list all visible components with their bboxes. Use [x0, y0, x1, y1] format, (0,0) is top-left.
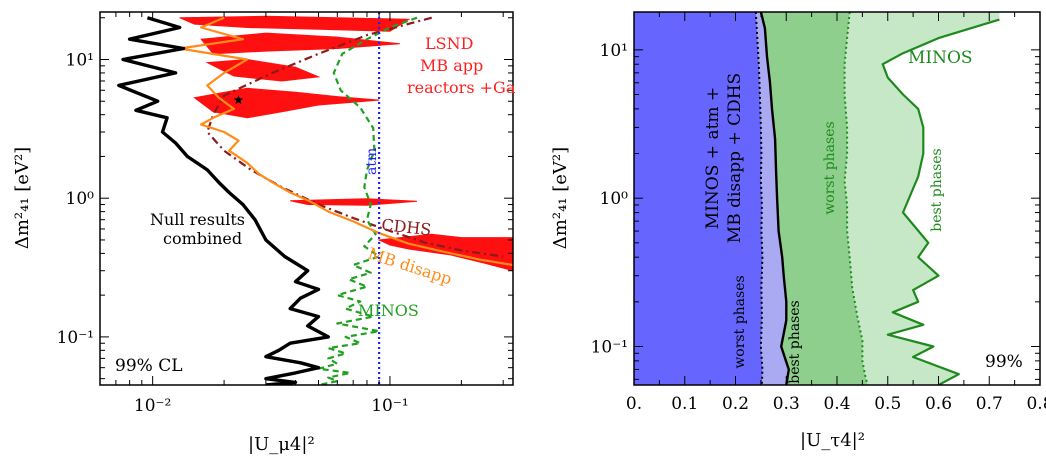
left-y-tick-label: 10¹ [66, 50, 94, 70]
right-x-tick-label: 0.6 [925, 394, 952, 414]
lsnd-region-5 [290, 198, 418, 206]
lsnd-region-4 [193, 87, 380, 119]
combined-label-line2: MB disapp + CDHS [725, 73, 745, 243]
right-y-tick-label: 10⁰ [600, 189, 629, 209]
minos-label-right: MINOS [908, 48, 973, 68]
right-filled-regions [634, 12, 1040, 385]
left-axis-ticks: 10⁻² 10⁻¹ 10⁻¹ 10⁰ 10¹ [57, 12, 513, 416]
left-x-axis-label: |U_μ4|² [248, 434, 315, 455]
left-panel: 10⁻² 10⁻¹ 10⁻¹ 10⁰ 10¹ LSND MB app reactors … [12, 11, 516, 455]
right-x-axis-label: |U_τ4|² [800, 430, 865, 451]
right-x-tick-label: 0.7 [976, 394, 1003, 414]
minos-worst-phases-label: worst phases [822, 121, 838, 214]
series-mb-disapp [178, 16, 513, 267]
minos-label-left: MINOS [358, 301, 419, 320]
null-label-line1: Null results [150, 210, 245, 229]
lsnd-label-line2: MB app [420, 56, 483, 75]
atm-label: atm [364, 148, 380, 175]
lsnd-label-line3: reactors +Ga [407, 78, 516, 97]
minos-best-phases-label: best phases [929, 148, 945, 232]
right-x-tick-label: 0. [626, 394, 642, 414]
right-x-tick-label: 0.3 [773, 394, 800, 414]
lsnd-label: LSND MB app reactors +Ga [407, 34, 516, 97]
series-null [117, 16, 330, 385]
left-series [117, 12, 513, 385]
right-x-tick-label: 0.4 [823, 394, 850, 414]
left-y-axis-label: Δm²₄₁ [eV²] [12, 147, 33, 249]
null-results-label: Null results combined [150, 210, 245, 248]
series-minos-worst [843, 12, 869, 385]
right-axis-ticks: 0. 0.1 0.2 0.3 0.4 0.5 0.6 0.7 0.8 10⁻¹ 10⁰ 10¹ [591, 12, 1046, 414]
combined-worst-region [634, 12, 763, 385]
lsnd-region-1 [179, 15, 411, 32]
right-x-tick-label: 0.5 [874, 394, 901, 414]
lsnd-label-line1: LSND [425, 34, 473, 53]
right-y-axis-label: Δm²₄₁ [eV²] [550, 147, 571, 249]
series-minos-best [881, 18, 1000, 385]
combined-worst-phases-label: worst phases [732, 275, 748, 368]
right-x-tick-label: 0.8 [1026, 394, 1046, 414]
right-y-tick-label: 10⁻¹ [591, 337, 628, 357]
left-cl-label: 99% CL [115, 356, 183, 376]
left-x-tick-label: 10⁻² [134, 396, 171, 416]
left-y-tick-label: 10⁰ [66, 189, 95, 209]
combined-label-line1: MINOS + atm + [703, 87, 723, 229]
right-cl-label: 99% [985, 352, 1023, 372]
series-combined-best [759, 12, 790, 385]
series-minos [317, 16, 418, 385]
null-label-line2: combined [163, 229, 242, 248]
left-y-tick-label: 10⁻¹ [57, 328, 94, 348]
lsnd-regions [179, 15, 513, 272]
right-panel: 0. 0.1 0.2 0.3 0.4 0.5 0.6 0.7 0.8 10⁻¹ 10⁰ 10¹ MIN… [550, 11, 1046, 451]
right-series [754, 12, 1000, 385]
lsnd-region-2 [200, 32, 400, 55]
lsnd-region-3 [205, 58, 321, 82]
right-x-tick-label: 0.2 [722, 394, 749, 414]
combined-best-phases-label: best phases [787, 300, 803, 384]
right-x-tick-label: 0.1 [671, 394, 698, 414]
left-x-tick-label: 10⁻¹ [371, 396, 408, 416]
series-cdhs [206, 16, 504, 258]
combined-label: MINOS + atm + MB disapp + CDHS [703, 73, 745, 243]
right-y-tick-label: 10¹ [600, 41, 628, 61]
best-fit-star-mark [233, 95, 244, 105]
best-fit-star [233, 95, 244, 105]
